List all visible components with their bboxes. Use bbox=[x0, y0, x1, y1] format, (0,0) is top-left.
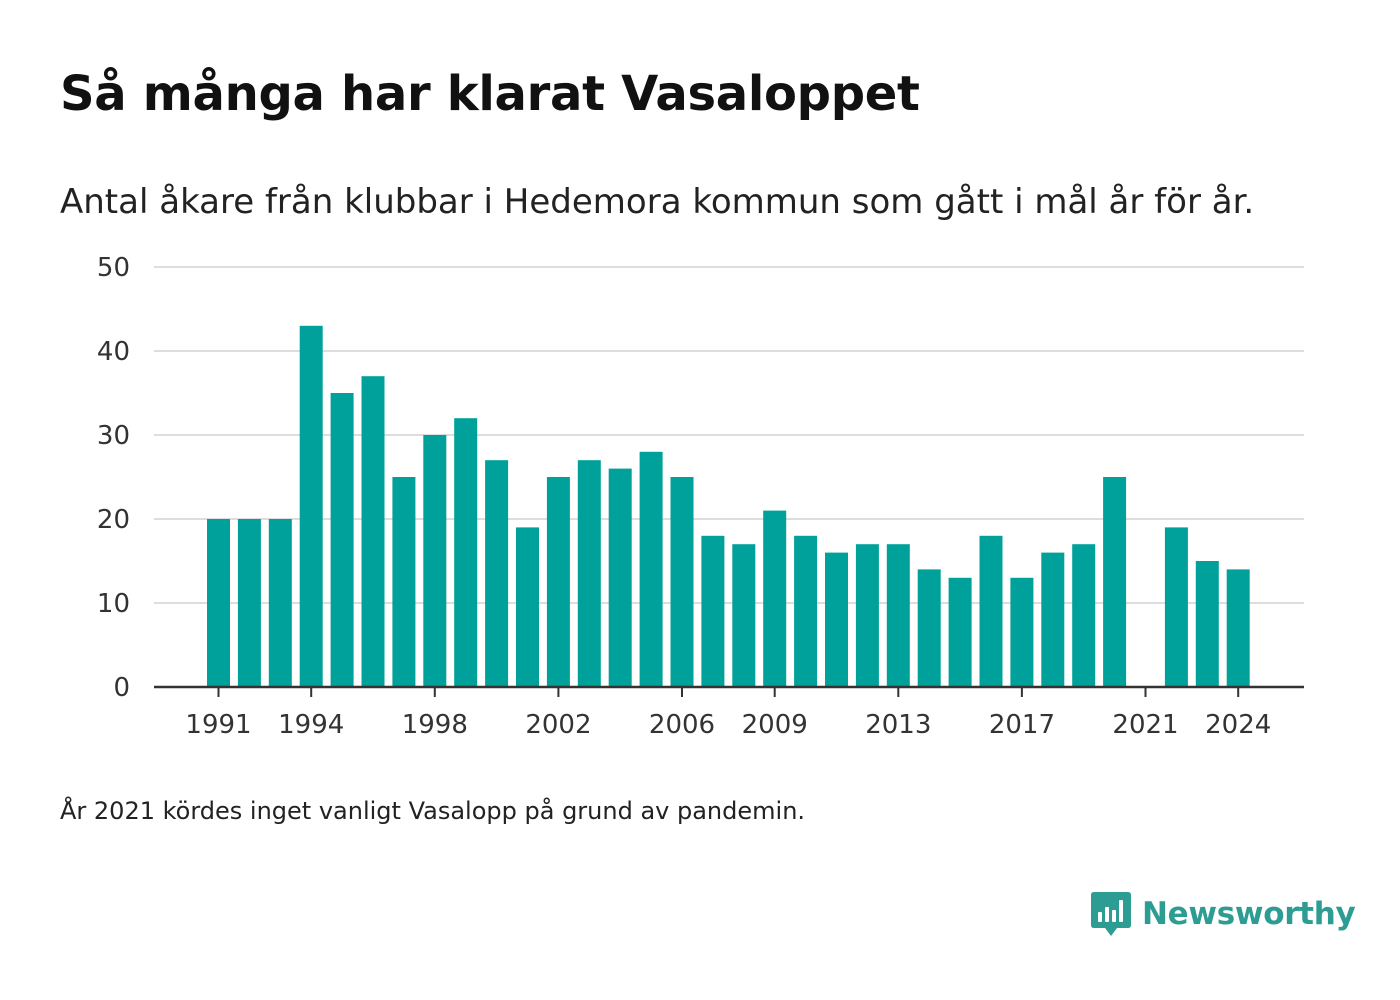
bar-2005 bbox=[639, 451, 663, 687]
bar-1991 bbox=[207, 519, 230, 687]
x-tick-label: 1998 bbox=[402, 710, 468, 740]
bar-2022 bbox=[1164, 527, 1188, 687]
bar-chart: 0 10 20 30 40 50 1991 1994 1998 2002 2006 2009 2013 2… bbox=[97, 253, 1304, 740]
x-tick-label: 2013 bbox=[865, 710, 931, 740]
bar-2001 bbox=[516, 527, 539, 687]
brand-name: Newsworthy bbox=[1142, 896, 1356, 932]
bar-2019 bbox=[1072, 544, 1096, 687]
y-tick-label: 50 bbox=[97, 253, 130, 283]
bar-2008 bbox=[732, 544, 756, 687]
bar-2003 bbox=[577, 460, 601, 687]
bar-2002 bbox=[546, 477, 570, 687]
bar-2000 bbox=[485, 460, 509, 687]
chart-subtitle: Antal åkare från klubbar i Hedemora komm… bbox=[60, 182, 1255, 222]
x-tick-label: 2021 bbox=[1112, 710, 1178, 740]
x-tick-label: 2009 bbox=[742, 710, 808, 740]
bar-1999 bbox=[454, 418, 478, 687]
bar-1992 bbox=[237, 519, 261, 687]
bar-1998 bbox=[423, 435, 447, 687]
bar-2009 bbox=[763, 510, 787, 687]
y-tick-label: 30 bbox=[97, 421, 130, 451]
brand-logo: Newsworthy bbox=[1090, 890, 1356, 938]
bar-2006 bbox=[670, 477, 694, 687]
footnote: År 2021 kördes inget vanligt Vasalopp på… bbox=[60, 797, 806, 825]
axes: 0 10 20 30 40 50 1991 1994 1998 2002 2006 2009 2013 2… bbox=[97, 253, 1304, 740]
bar-1994 bbox=[299, 325, 323, 687]
y-tick-label: 10 bbox=[97, 589, 130, 619]
bar-2023 bbox=[1195, 561, 1219, 687]
bars bbox=[207, 325, 1250, 687]
bar-2015 bbox=[948, 577, 972, 687]
y-tick-label: 0 bbox=[113, 673, 130, 703]
bar-1996 bbox=[361, 376, 385, 687]
bar-2016 bbox=[979, 535, 1003, 687]
x-tick-label: 2006 bbox=[649, 710, 715, 740]
bar-2020 bbox=[1103, 477, 1127, 687]
bar-2014 bbox=[917, 569, 941, 687]
bar-2024 bbox=[1226, 569, 1250, 687]
bar-1993 bbox=[268, 519, 292, 687]
x-tick-label: 2017 bbox=[989, 710, 1055, 740]
x-tick-label: 1994 bbox=[278, 710, 344, 740]
bar-2018 bbox=[1041, 552, 1065, 687]
gridlines bbox=[154, 266, 1304, 604]
bar-1995 bbox=[330, 393, 354, 687]
bar-2004 bbox=[608, 468, 632, 687]
bar-chart-badge-icon bbox=[1091, 892, 1131, 936]
bar-2017 bbox=[1010, 577, 1034, 687]
x-tick-label: 2024 bbox=[1205, 710, 1271, 740]
chart-title: Så många har klarat Vasaloppet bbox=[60, 66, 920, 122]
bar-2011 bbox=[825, 552, 848, 687]
x-tick-label: 1991 bbox=[185, 710, 251, 740]
bar-2012 bbox=[855, 544, 879, 687]
bar-2013 bbox=[886, 544, 910, 687]
y-tick-label: 20 bbox=[97, 505, 130, 535]
x-tick-label: 2002 bbox=[525, 710, 591, 740]
y-tick-label: 40 bbox=[97, 337, 130, 367]
bar-2007 bbox=[701, 535, 725, 687]
bar-2010 bbox=[794, 535, 818, 687]
bar-1997 bbox=[392, 477, 416, 687]
